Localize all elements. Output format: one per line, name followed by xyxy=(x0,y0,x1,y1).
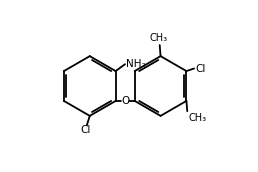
Text: Cl: Cl xyxy=(80,125,91,135)
Text: NH₂: NH₂ xyxy=(126,59,146,69)
Text: Cl: Cl xyxy=(196,63,206,73)
Text: CH₃: CH₃ xyxy=(188,113,206,123)
Text: CH₃: CH₃ xyxy=(150,33,168,43)
Text: O: O xyxy=(121,96,129,106)
